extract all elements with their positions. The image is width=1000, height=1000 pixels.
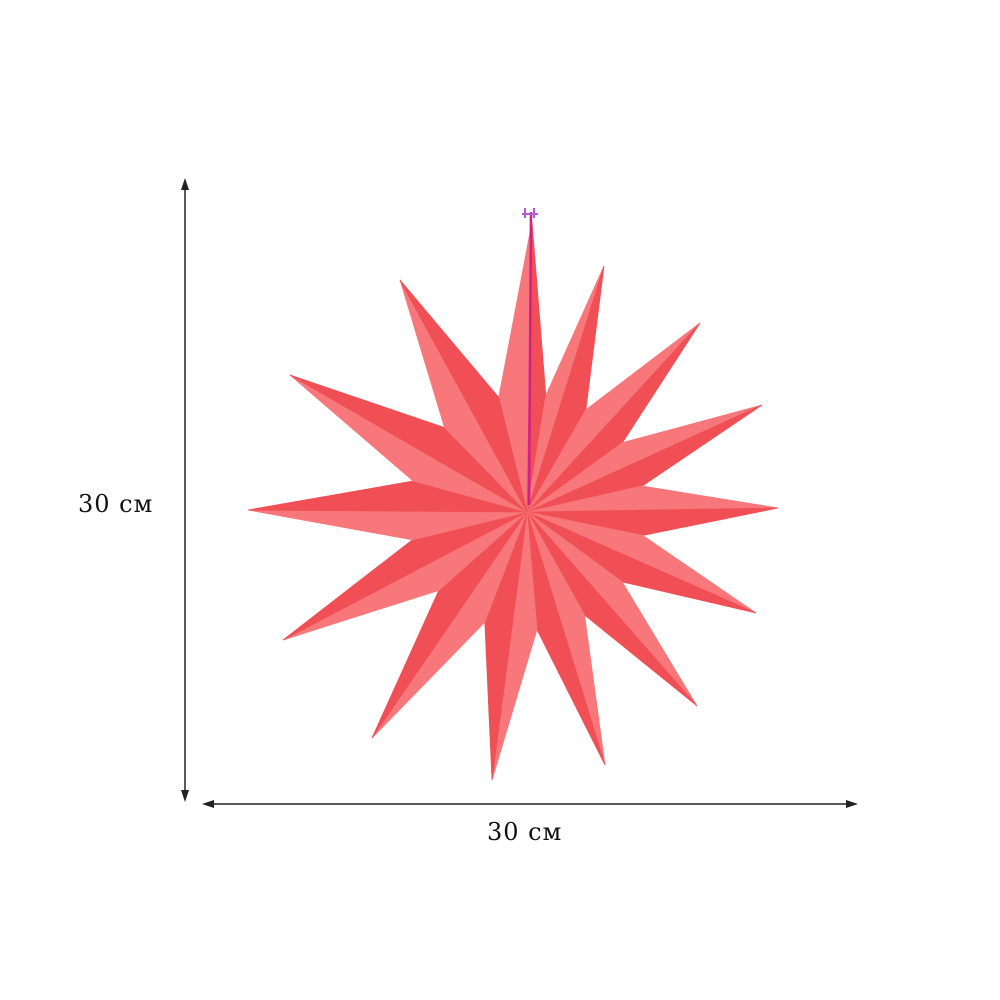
paper-star xyxy=(247,221,779,781)
width-label: 30 см xyxy=(487,818,563,846)
height-arrow xyxy=(181,178,189,802)
star-point-14-facet-right xyxy=(399,279,528,513)
height-label: 30 см xyxy=(78,490,154,518)
string-knot xyxy=(522,208,538,218)
width-arrow xyxy=(202,800,858,808)
hanging-string xyxy=(527,211,533,506)
